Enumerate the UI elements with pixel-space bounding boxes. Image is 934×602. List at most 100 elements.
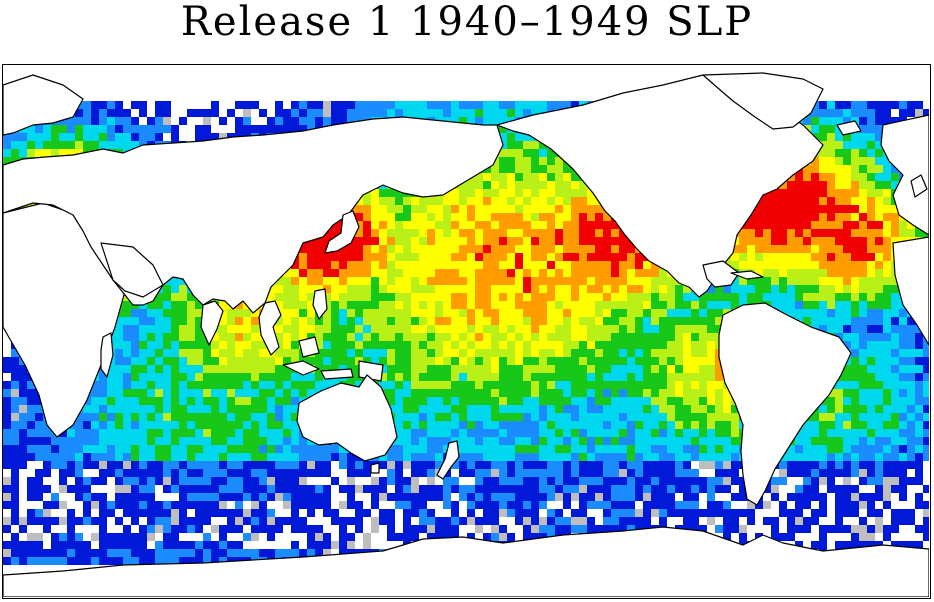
density-cell: [299, 309, 307, 317]
density-cell: [491, 349, 499, 357]
density-cell: [635, 421, 643, 429]
density-cell: [19, 381, 27, 389]
density-cell: [499, 277, 507, 285]
density-cell: [451, 397, 459, 405]
density-cell: [563, 205, 571, 213]
density-cell: [523, 397, 531, 405]
density-cell: [411, 213, 419, 221]
density-cell: [907, 429, 915, 437]
density-cell: [851, 349, 859, 357]
density-cell: [515, 445, 523, 453]
density-cell: [363, 277, 371, 285]
density-cell: [435, 237, 443, 245]
density-cell: [171, 125, 179, 133]
density-cell: [739, 261, 747, 269]
density-cell: [139, 325, 147, 333]
density-cell: [707, 413, 715, 421]
density-cell: [515, 109, 523, 117]
density-cell: [587, 429, 595, 437]
density-cell: [515, 173, 523, 181]
density-cell: [547, 293, 555, 301]
density-cell: [883, 269, 891, 277]
density-cell: [379, 253, 387, 261]
density-cell: [283, 357, 291, 365]
density-cell: [515, 133, 523, 141]
density-cell: [659, 341, 667, 349]
density-cell: [763, 221, 771, 229]
density-cell: [779, 269, 787, 277]
density-cell: [827, 165, 835, 173]
density-cell: [827, 213, 835, 221]
density-cell: [483, 349, 491, 357]
density-cell: [27, 389, 35, 397]
density-cell: [507, 397, 515, 405]
density-cell: [643, 381, 651, 389]
density-cell: [515, 165, 523, 173]
density-cell: [195, 389, 203, 397]
density-cell: [891, 309, 899, 317]
density-cell: [403, 229, 411, 237]
density-cell: [787, 301, 795, 309]
density-cell: [835, 397, 843, 405]
density-cell: [547, 357, 555, 365]
density-cell: [779, 221, 787, 229]
density-cell: [883, 197, 891, 205]
density-cell: [283, 397, 291, 405]
density-cell: [275, 429, 283, 437]
density-cell: [227, 373, 235, 381]
density-cell: [203, 405, 211, 413]
density-cell: [315, 277, 323, 285]
density-cell: [499, 309, 507, 317]
density-cell: [195, 381, 203, 389]
density-cell: [659, 373, 667, 381]
density-cell: [371, 229, 379, 237]
density-cell: [91, 109, 99, 117]
density-cell: [859, 101, 867, 109]
density-cell: [187, 429, 195, 437]
density-cell: [795, 189, 803, 197]
density-cell: [515, 157, 523, 165]
density-cell: [707, 389, 715, 397]
density-cell: [595, 381, 603, 389]
density-cell: [571, 389, 579, 397]
density-cell: [307, 261, 315, 269]
density-cell: [211, 437, 219, 445]
density-cell: [611, 437, 619, 445]
density-cell: [803, 277, 811, 285]
density-cell: [531, 293, 539, 301]
density-cell: [299, 333, 307, 341]
density-cell: [267, 445, 275, 453]
density-cell: [243, 357, 251, 365]
density-cell: [459, 445, 467, 453]
density-cell: [499, 341, 507, 349]
density-cell: [715, 381, 723, 389]
density-cell: [899, 365, 907, 373]
density-cell: [819, 101, 827, 109]
density-cell: [619, 333, 627, 341]
density-cell: [555, 349, 563, 357]
density-cell: [891, 277, 899, 285]
density-cell: [123, 349, 131, 357]
density-cell: [539, 341, 547, 349]
density-cell: [651, 357, 659, 365]
density-cell: [555, 389, 563, 397]
density-cell: [275, 397, 283, 405]
density-cell: [195, 301, 203, 309]
density-cell: [419, 301, 427, 309]
density-cell: [387, 237, 395, 245]
density-cell: [395, 221, 403, 229]
density-cell: [843, 397, 851, 405]
density-cell: [475, 109, 483, 117]
density-cell: [163, 389, 171, 397]
density-cell: [827, 109, 835, 117]
density-cell: [563, 413, 571, 421]
density-cell: [395, 445, 403, 453]
density-cell: [635, 437, 643, 445]
density-cell: [603, 213, 611, 221]
density-cell: [99, 373, 107, 381]
density-cell: [235, 365, 243, 373]
density-cell: [563, 229, 571, 237]
density-cell: [443, 309, 451, 317]
density-cell: [635, 301, 643, 309]
density-cell: [851, 357, 859, 365]
